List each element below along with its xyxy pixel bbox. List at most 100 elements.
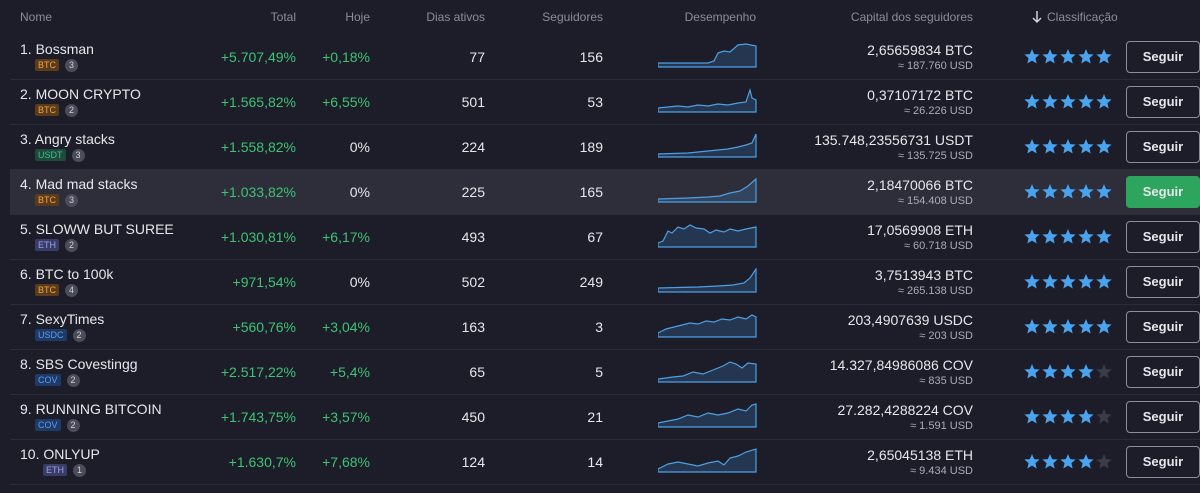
star [1024,274,1040,289]
sparkline [658,43,757,68]
capital-usd: ≈ 26.226 USD [903,105,973,117]
capital-usd: ≈ 9.434 USD [910,465,973,477]
capital-usd: ≈ 135.725 USD [897,150,973,162]
header-name[interactable]: Nome [20,10,53,24]
capital: 135.748,23556731 USDT [814,132,973,148]
strategy-count: 2 [65,239,78,252]
follow-button[interactable]: Seguir [1126,41,1200,73]
rating-stars [1024,409,1112,424]
star [1096,139,1112,154]
header-followers[interactable]: Seguidores [542,10,603,24]
sparkline [658,361,757,383]
days-active: 124 [461,454,485,470]
table-row[interactable]: 5. SLOWW BUT SUREE ETH 2 +1.030,81% +6,17% 49… [10,215,1200,260]
table-row[interactable]: 7. SexyTimes USDC 2 +560,76% +3,04% 163 3 203,4… [10,305,1200,350]
star [1042,139,1058,154]
header-performance[interactable]: Desempenho [684,10,756,24]
currency-badge: BTC [35,104,59,116]
followers: 21 [587,409,603,425]
capital: 14.327,84986086 COV [829,357,973,373]
star [1042,274,1058,289]
star [1096,319,1112,334]
follow-button[interactable]: Seguir [1126,221,1200,253]
total-return: +560,76% [232,319,296,335]
star [1042,409,1058,424]
star [1060,319,1076,334]
rating-stars [1024,274,1112,289]
table-row[interactable]: 8. SBS Covestingg COV 2 +2.517,22% +5,4% 65 5 1… [10,350,1200,395]
header-rating[interactable]: Classificação [1047,10,1118,24]
today-return: +7,68% [322,454,370,470]
follow-button[interactable]: Seguir [1126,266,1200,298]
sparkline [658,89,757,113]
star [1078,274,1094,289]
today-return: 0% [349,184,370,200]
trader-name[interactable]: 8. SBS Covestingg [20,356,138,372]
follow-button[interactable]: Seguir [1126,401,1200,433]
sparkline [658,448,757,473]
table-row[interactable]: 2. MOON CRYPTO BTC 2 +1.565,82% +6,55% 501 53 0… [10,80,1200,125]
table-row[interactable]: 10. ONLYUP ETH 1 +1.630,7% +7,68% 124 14 2,6504… [10,440,1200,485]
trader-name[interactable]: 5. SLOWW BUT SUREE [20,221,174,237]
followers: 67 [587,229,603,245]
rating-stars [1024,454,1112,469]
strategy-count: 4 [65,284,78,297]
trader-name[interactable]: 3. Angry stacks [20,131,115,147]
follow-button[interactable]: Seguir [1126,86,1200,118]
trader-name[interactable]: 6. BTC to 100k [20,266,114,282]
follow-button[interactable]: Seguir [1126,356,1200,388]
header-total[interactable]: Total [270,10,296,24]
days-active: 224 [461,139,485,155]
currency-badge: ETH [35,239,59,251]
header-capital[interactable]: Capital dos seguidores [850,10,973,24]
sparkline-path [658,314,757,338]
trader-name[interactable]: 1. Bossman [20,41,94,57]
today-return: +3,04% [322,319,370,335]
table-row[interactable]: 1. Bossman BTC 3 +5.707,49% +0,18% 77 156 2,656… [10,35,1200,80]
trader-name[interactable]: 10. ONLYUP [20,446,100,462]
table-row[interactable]: 6. BTC to 100k BTC 4 +971,54% 0% 502 249 3,7513… [10,260,1200,305]
currency-badge: BTC [35,284,59,296]
star [1024,184,1040,199]
star [1042,364,1058,379]
follow-button[interactable]: Seguir [1126,176,1200,208]
star [1078,139,1094,154]
table-row[interactable]: 4. Mad mad stacks BTC 3 +1.033,82% 0% 225 165 2… [10,170,1200,215]
total-return: +2.517,22% [220,364,296,380]
star [1096,94,1112,109]
currency-badge: BTC [35,194,59,206]
star [1096,184,1112,199]
days-active: 225 [461,184,485,200]
days-active: 77 [469,49,485,65]
trader-name[interactable]: 2. MOON CRYPTO [20,86,141,102]
follow-button[interactable]: Seguir [1126,131,1200,163]
capital: 2,65659834 BTC [867,42,973,58]
rating-stars [1024,229,1112,244]
star [1060,229,1076,244]
header-days[interactable]: Dias ativos [426,10,485,24]
trader-name[interactable]: 9. RUNNING BITCOIN [20,401,162,417]
capital: 203,4907639 USDC [847,312,973,328]
header-today[interactable]: Hoje [345,10,370,24]
today-return: 0% [349,274,370,290]
table-row[interactable]: 9. RUNNING BITCOIN COV 2 +1.743,75% +3,57% 45… [10,395,1200,440]
star [1024,49,1040,64]
today-return: +3,57% [322,409,370,425]
star [1042,229,1058,244]
days-active: 450 [461,409,485,425]
star [1060,139,1076,154]
star [1078,184,1094,199]
sparkline-path [658,43,757,68]
trader-name[interactable]: 7. SexyTimes [20,311,105,327]
strategy-count: 3 [65,59,78,72]
follow-button[interactable]: Seguir [1126,446,1200,478]
star [1024,454,1040,469]
trader-name[interactable]: 4. Mad mad stacks [20,176,138,192]
star [1096,274,1112,289]
total-return: +1.630,7% [228,454,296,470]
follow-button[interactable]: Seguir [1126,311,1200,343]
star [1024,319,1040,334]
table-row[interactable]: 3. Angry stacks USDT 3 +1.558,82% 0% 224 189 13… [10,125,1200,170]
currency-badge: COV [35,419,61,431]
